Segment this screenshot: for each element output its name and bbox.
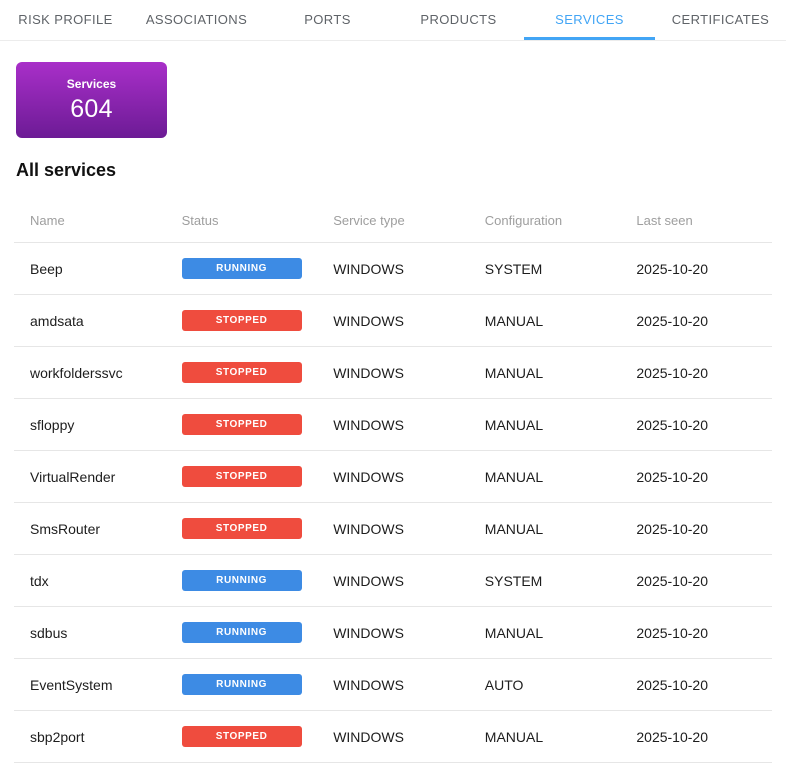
status-badge: STOPPED bbox=[181, 362, 302, 383]
last-seen-cell: 2025-10-20 bbox=[636, 260, 708, 277]
status-cell: RUNNING bbox=[166, 258, 318, 279]
tab-services[interactable]: SERVICES bbox=[524, 0, 655, 40]
column-header-status: Status bbox=[181, 213, 219, 228]
table-body: Beep RUNNING WINDOWS SYSTEM 2025-10-20 a… bbox=[14, 243, 772, 763]
configuration-cell: MANUAL bbox=[484, 624, 544, 641]
tab-bar: RISK PROFILE ASSOCIATIONS PORTS PRODUCTS… bbox=[0, 0, 786, 41]
status-cell: STOPPED bbox=[166, 362, 318, 383]
service-name-cell: VirtualRender bbox=[30, 468, 116, 485]
configuration-cell: SYSTEM bbox=[484, 572, 543, 589]
status-cell: STOPPED bbox=[166, 466, 318, 487]
column-header-last-seen: Last seen bbox=[636, 213, 693, 228]
service-name-cell: amdsata bbox=[30, 312, 84, 329]
service-name-cell: sbp2port bbox=[30, 728, 85, 745]
configuration-cell: MANUAL bbox=[484, 364, 544, 381]
configuration-cell: MANUAL bbox=[484, 312, 544, 329]
service-type-cell: WINDOWS bbox=[333, 520, 404, 537]
tab-associations[interactable]: ASSOCIATIONS bbox=[131, 0, 262, 40]
configuration-cell: SYSTEM bbox=[484, 260, 543, 277]
tab-label: SERVICES bbox=[555, 12, 624, 27]
status-badge: RUNNING bbox=[181, 674, 302, 695]
tab-products[interactable]: PRODUCTS bbox=[393, 0, 524, 40]
card-label: Services bbox=[66, 76, 117, 91]
last-seen-cell: 2025-10-20 bbox=[636, 624, 708, 641]
status-cell: STOPPED bbox=[166, 518, 318, 539]
status-badge: STOPPED bbox=[181, 518, 302, 539]
configuration-cell: MANUAL bbox=[484, 416, 544, 433]
tab-risk-profile[interactable]: RISK PROFILE bbox=[0, 0, 131, 40]
service-name-cell: EventSystem bbox=[30, 676, 113, 693]
last-seen-cell: 2025-10-20 bbox=[636, 520, 708, 537]
status-badge: RUNNING bbox=[181, 258, 302, 279]
configuration-cell: MANUAL bbox=[484, 468, 544, 485]
service-type-cell: WINDOWS bbox=[333, 312, 404, 329]
table-row: EventSystem RUNNING WINDOWS AUTO 2025-10… bbox=[14, 659, 772, 711]
status-badge: RUNNING bbox=[181, 570, 302, 591]
status-cell: RUNNING bbox=[166, 570, 318, 591]
column-header-name: Name bbox=[30, 213, 65, 228]
service-type-cell: WINDOWS bbox=[333, 468, 404, 485]
table-row: workfolderssvc STOPPED WINDOWS MANUAL 20… bbox=[14, 347, 772, 399]
service-name-cell: sfloppy bbox=[30, 416, 75, 433]
table-row: sbp2port STOPPED WINDOWS MANUAL 2025-10-… bbox=[14, 711, 772, 763]
column-header-configuration: Configuration bbox=[484, 213, 563, 228]
service-name-cell: SmsRouter bbox=[30, 520, 101, 537]
table-row: Beep RUNNING WINDOWS SYSTEM 2025-10-20 bbox=[14, 243, 772, 295]
tab-ports[interactable]: PORTS bbox=[262, 0, 393, 40]
summary-section: Services 604 bbox=[0, 41, 786, 138]
status-badge: RUNNING bbox=[181, 622, 302, 643]
service-type-cell: WINDOWS bbox=[333, 728, 404, 745]
status-cell: STOPPED bbox=[166, 310, 318, 331]
table-row: SmsRouter STOPPED WINDOWS MANUAL 2025-10… bbox=[14, 503, 772, 555]
service-type-cell: WINDOWS bbox=[333, 364, 404, 381]
service-name-cell: Beep bbox=[30, 260, 63, 277]
status-cell: RUNNING bbox=[166, 674, 318, 695]
status-cell: STOPPED bbox=[166, 414, 318, 435]
last-seen-cell: 2025-10-20 bbox=[636, 312, 708, 329]
service-type-cell: WINDOWS bbox=[333, 572, 404, 589]
service-name-cell: workfolderssvc bbox=[30, 364, 123, 381]
service-name-cell: tdx bbox=[30, 572, 49, 589]
table-row: amdsata STOPPED WINDOWS MANUAL 2025-10-2… bbox=[14, 295, 772, 347]
table-row: sfloppy STOPPED WINDOWS MANUAL 2025-10-2… bbox=[14, 399, 772, 451]
tab-label: ASSOCIATIONS bbox=[145, 12, 248, 27]
last-seen-cell: 2025-10-20 bbox=[636, 364, 708, 381]
tab-certificates[interactable]: CERTIFICATES bbox=[655, 0, 786, 40]
services-table: Name Status Service type Configuration Last … bbox=[14, 199, 772, 763]
tab-label: RISK PROFILE bbox=[18, 12, 113, 27]
configuration-cell: MANUAL bbox=[484, 728, 544, 745]
column-header-service-type: Service type bbox=[333, 213, 405, 228]
tab-label: PRODUCTS bbox=[420, 12, 497, 27]
tab-label: CERTIFICATES bbox=[671, 12, 770, 27]
last-seen-cell: 2025-10-20 bbox=[636, 572, 708, 589]
status-badge: STOPPED bbox=[181, 726, 302, 747]
configuration-cell: AUTO bbox=[484, 676, 524, 693]
last-seen-cell: 2025-10-20 bbox=[636, 416, 708, 433]
status-badge: STOPPED bbox=[181, 466, 302, 487]
table-row: sdbus RUNNING WINDOWS MANUAL 2025-10-20 bbox=[14, 607, 772, 659]
last-seen-cell: 2025-10-20 bbox=[636, 468, 708, 485]
last-seen-cell: 2025-10-20 bbox=[636, 728, 708, 745]
service-type-cell: WINDOWS bbox=[333, 416, 404, 433]
configuration-cell: MANUAL bbox=[484, 520, 544, 537]
service-name-cell: sdbus bbox=[30, 624, 68, 641]
services-count-card: Services 604 bbox=[16, 62, 167, 138]
status-badge: STOPPED bbox=[181, 310, 302, 331]
services-count: 604 bbox=[70, 94, 113, 123]
table-header-row: Name Status Service type Configuration Last … bbox=[14, 199, 772, 243]
tab-label: PORTS bbox=[304, 12, 351, 27]
status-cell: STOPPED bbox=[166, 726, 318, 747]
status-badge: STOPPED bbox=[181, 414, 302, 435]
status-cell: RUNNING bbox=[166, 622, 318, 643]
table-row: tdx RUNNING WINDOWS SYSTEM 2025-10-20 bbox=[14, 555, 772, 607]
service-type-cell: WINDOWS bbox=[333, 624, 404, 641]
page-title: All services bbox=[16, 160, 117, 180]
service-type-cell: WINDOWS bbox=[333, 676, 404, 693]
service-type-cell: WINDOWS bbox=[333, 260, 404, 277]
last-seen-cell: 2025-10-20 bbox=[636, 676, 708, 693]
table-row: VirtualRender STOPPED WINDOWS MANUAL 202… bbox=[14, 451, 772, 503]
